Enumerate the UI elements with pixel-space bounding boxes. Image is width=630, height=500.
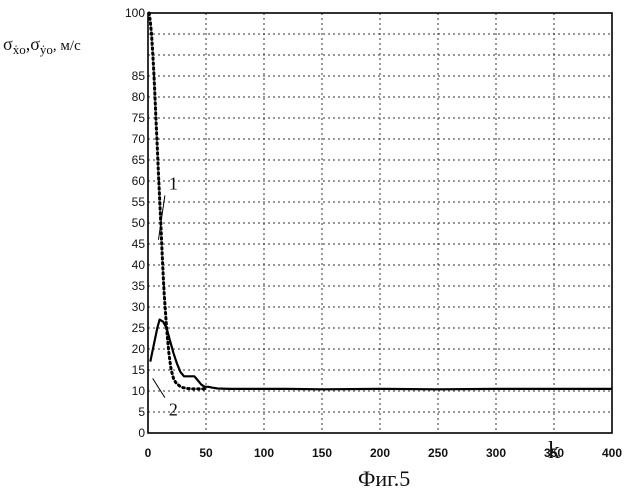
x-tick-label: 100 xyxy=(254,446,274,460)
y-tick-label: 35 xyxy=(132,279,146,293)
x-tick-label: 400 xyxy=(602,446,622,460)
x-tick-label: 200 xyxy=(370,446,390,460)
y-tick-label: 100 xyxy=(125,6,145,20)
y-tick-label: 20 xyxy=(132,342,146,356)
y-tick-label: 10 xyxy=(132,384,146,398)
y-tick-label: 40 xyxy=(132,258,146,272)
y-label-sub-1: ẋo xyxy=(13,42,26,57)
y-label-units: , м/с xyxy=(53,38,81,54)
annotation-leader xyxy=(153,378,165,397)
y-tick-label: 85 xyxy=(132,69,146,83)
annotation-label: 1 xyxy=(169,173,178,193)
y-tick-label: 30 xyxy=(132,300,146,314)
y-tick-label: 0 xyxy=(138,426,145,440)
y-tick-label: 60 xyxy=(132,174,146,188)
x-axis-label: k xyxy=(548,438,560,464)
grid-lines xyxy=(148,13,612,433)
y-label-sigma-2: σ xyxy=(30,34,40,54)
series-line-1 xyxy=(149,13,206,389)
figure-caption: Фиг.5 xyxy=(358,466,410,491)
y-tick-label: 70 xyxy=(132,132,146,146)
y-tick-label: 55 xyxy=(132,195,146,209)
y-axis-label: σẋo,σẏo, м/с xyxy=(3,34,81,57)
y-tick-labels: 0 5 10 15 20 25 30 35 40 45 50 55 60 65 70 75 80 85 100 xyxy=(125,6,145,440)
y-tick-label: 75 xyxy=(132,111,146,125)
x-tick-label: 0 xyxy=(145,446,152,460)
y-label-sub-2: ẏo xyxy=(40,42,53,57)
series-line-2 xyxy=(150,320,612,390)
x-tick-label: 250 xyxy=(428,446,448,460)
y-tick-label: 65 xyxy=(132,153,146,167)
y-tick-label: 15 xyxy=(132,363,146,377)
y-tick-label: 80 xyxy=(132,90,146,104)
y-tick-label: 45 xyxy=(132,237,146,251)
y-label-sigma-1: σ xyxy=(3,34,13,54)
x-tick-label: 50 xyxy=(199,446,213,460)
y-tick-label: 50 xyxy=(132,216,146,230)
y-tick-label: 25 xyxy=(132,321,146,335)
series-layer xyxy=(149,13,612,389)
x-tick-label: 150 xyxy=(312,446,332,460)
annotation-label: 2 xyxy=(169,400,178,420)
y-tick-label: 5 xyxy=(138,405,145,419)
x-tick-label: 300 xyxy=(486,446,506,460)
